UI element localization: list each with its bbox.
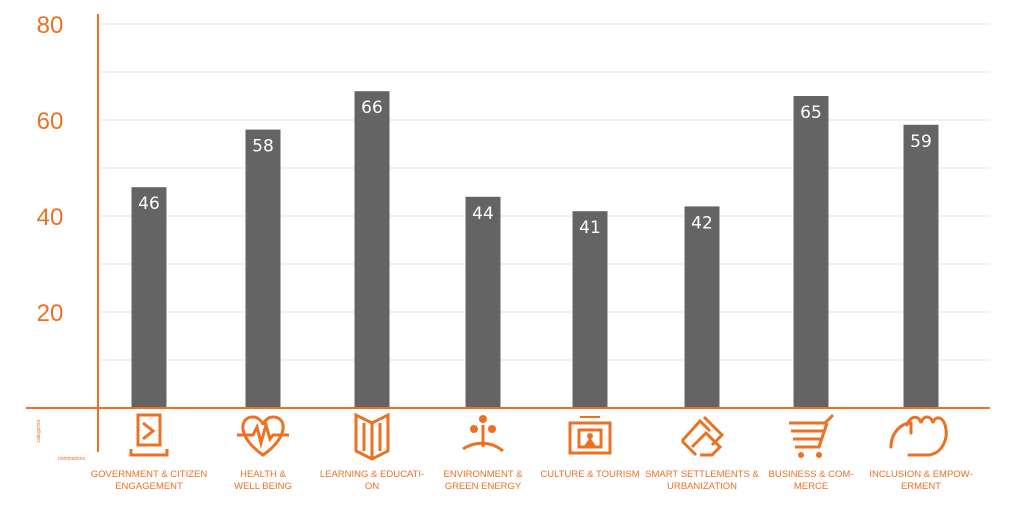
- bar: [465, 196, 501, 408]
- bar-value-label: 59: [910, 132, 932, 152]
- bar: [354, 91, 390, 408]
- x-tick-label: ENVIRONMENT & GREEN ENERGY: [443, 469, 523, 492]
- bar: [793, 96, 829, 408]
- bar-value-label: 44: [472, 204, 494, 224]
- x-tick-label: GOVERNMENT & CITIZEN ENGAGEMENT: [90, 469, 208, 492]
- x-tick-label: LEARNING & EDUCATI- ON: [319, 469, 425, 492]
- bar-value-label: 66: [361, 98, 383, 118]
- y-tick-label: 40: [37, 204, 64, 231]
- framed-picture-icon: [568, 416, 612, 455]
- bar-value-label: 65: [800, 103, 822, 123]
- bar: [684, 206, 720, 408]
- category-icons: [129, 412, 948, 461]
- bar-value-label: 46: [138, 194, 160, 214]
- bar: [245, 129, 281, 408]
- y-tick-label: 80: [37, 12, 64, 39]
- gridlines: [100, 23, 990, 361]
- bars: [131, 91, 939, 409]
- hand-icon: [889, 415, 948, 457]
- x-tick-label: CULTURE & TOURISM: [540, 469, 640, 480]
- building-door-icon: [129, 413, 169, 457]
- x-axis-label: nominations: [58, 456, 85, 462]
- bar-value-label: 41: [579, 218, 601, 238]
- value-labels: 46 58 66 44 41 42 65 59: [138, 98, 932, 238]
- bar: [903, 124, 939, 409]
- y-tick-label: 20: [37, 300, 64, 327]
- shopping-cart-icon: [789, 413, 835, 458]
- x-tick-label: BUSINESS & COM- MERCE: [768, 469, 854, 492]
- bar: [572, 211, 608, 408]
- x-tick-label: SMART SETTLEMENTS & URBANIZATION: [645, 469, 759, 492]
- x-tick-label: HEALTH & WELL BEING: [234, 469, 292, 492]
- bar: [131, 187, 167, 408]
- y-tick-labels: 20 40 60 80: [37, 12, 64, 327]
- y-axis-label: categories: [36, 419, 42, 443]
- y-tick-label: 60: [37, 108, 64, 135]
- heart-pulse-icon: [237, 415, 289, 457]
- open-book-icon: [354, 412, 390, 461]
- bar-value-label: 42: [691, 213, 713, 233]
- house-outline-icon: [680, 415, 725, 457]
- bar-value-label: 58: [252, 137, 274, 157]
- plant-sprout-icon: [462, 415, 504, 453]
- x-tick-label: INCLUSION & EMPOW- ERMENT: [869, 469, 973, 492]
